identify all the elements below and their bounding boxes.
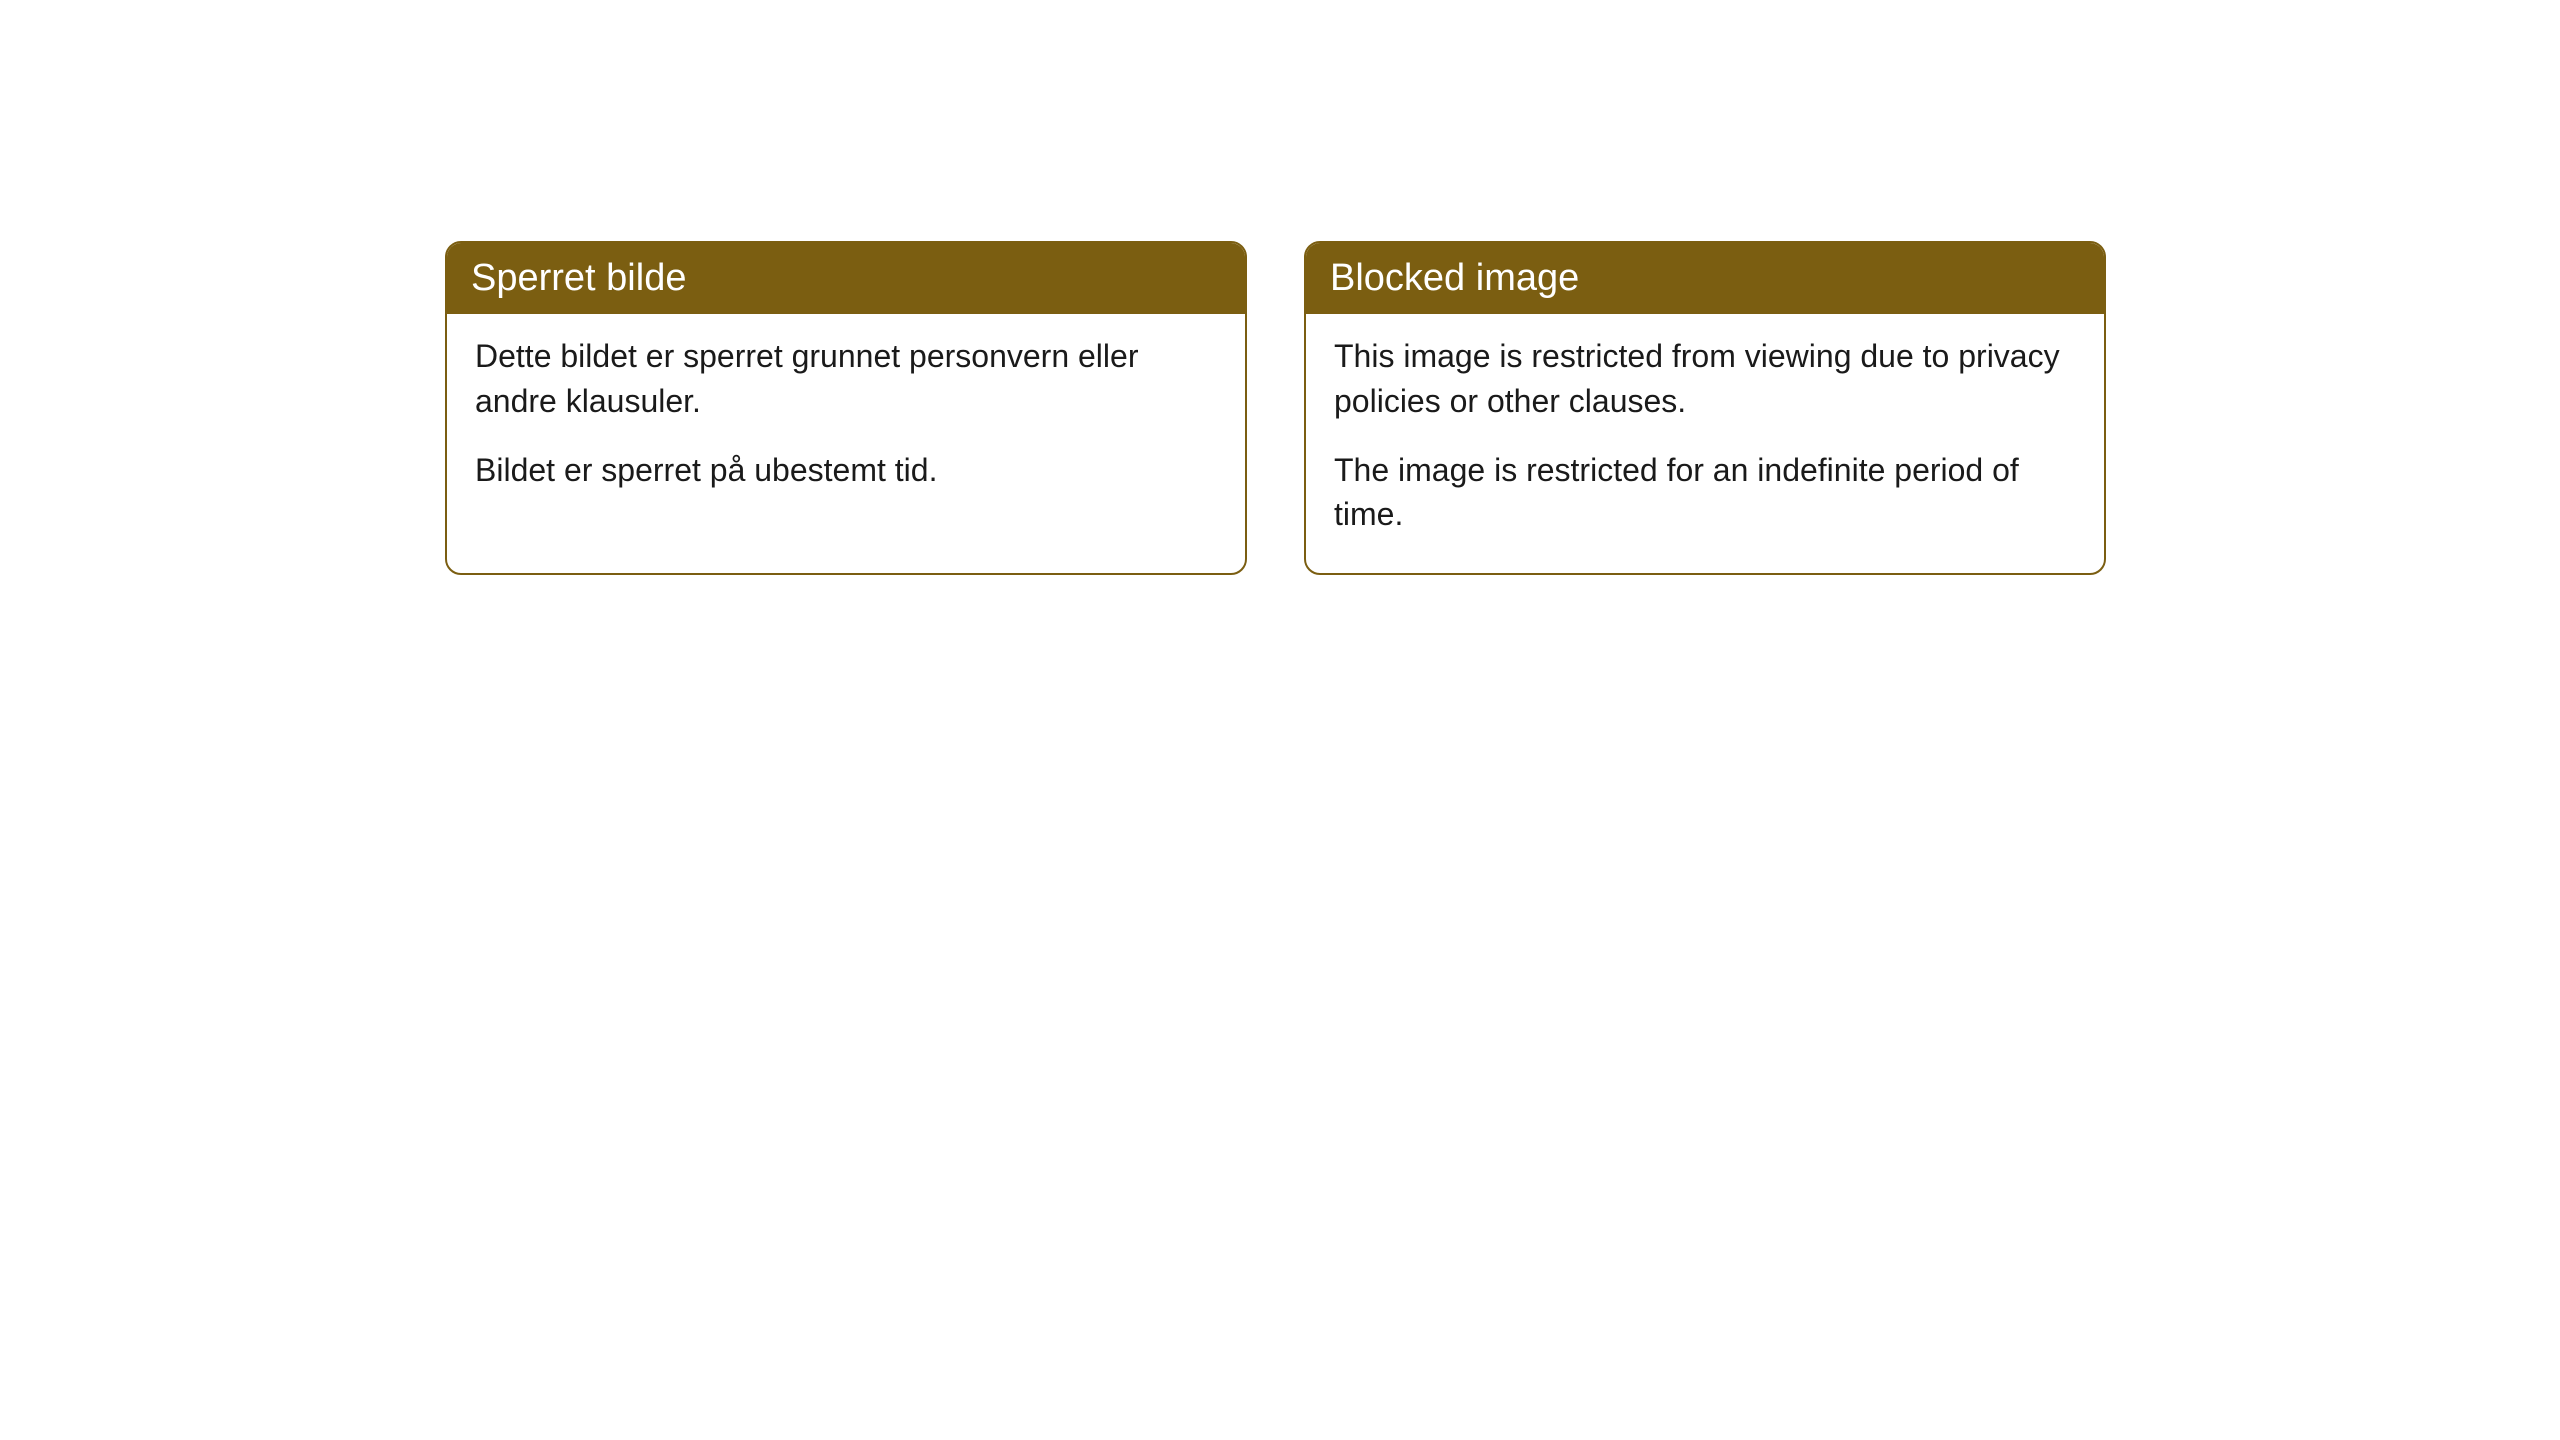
blocked-image-card-english: Blocked image This image is restricted f… <box>1304 241 2106 575</box>
card-header: Sperret bilde <box>447 243 1245 314</box>
card-title: Blocked image <box>1330 257 1579 299</box>
card-body: This image is restricted from viewing du… <box>1306 314 2104 573</box>
card-paragraph: This image is restricted from viewing du… <box>1334 334 2076 424</box>
card-paragraph: Bildet er sperret på ubestemt tid. <box>475 448 1217 493</box>
card-paragraph: The image is restricted for an indefinit… <box>1334 448 2076 538</box>
blocked-image-card-norwegian: Sperret bilde Dette bildet er sperret gr… <box>445 241 1247 575</box>
card-paragraph: Dette bildet er sperret grunnet personve… <box>475 334 1217 424</box>
card-title: Sperret bilde <box>471 257 686 299</box>
card-header: Blocked image <box>1306 243 2104 314</box>
notification-cards-container: Sperret bilde Dette bildet er sperret gr… <box>445 241 2106 575</box>
card-body: Dette bildet er sperret grunnet personve… <box>447 314 1245 528</box>
